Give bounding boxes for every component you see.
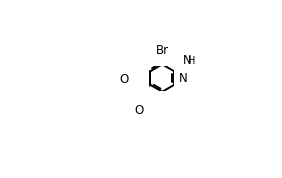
Text: N: N [183, 54, 191, 67]
Text: O: O [119, 73, 129, 86]
Text: N: N [179, 72, 188, 85]
Text: H: H [188, 56, 195, 66]
Text: Br: Br [156, 44, 169, 57]
Text: O: O [134, 104, 143, 117]
